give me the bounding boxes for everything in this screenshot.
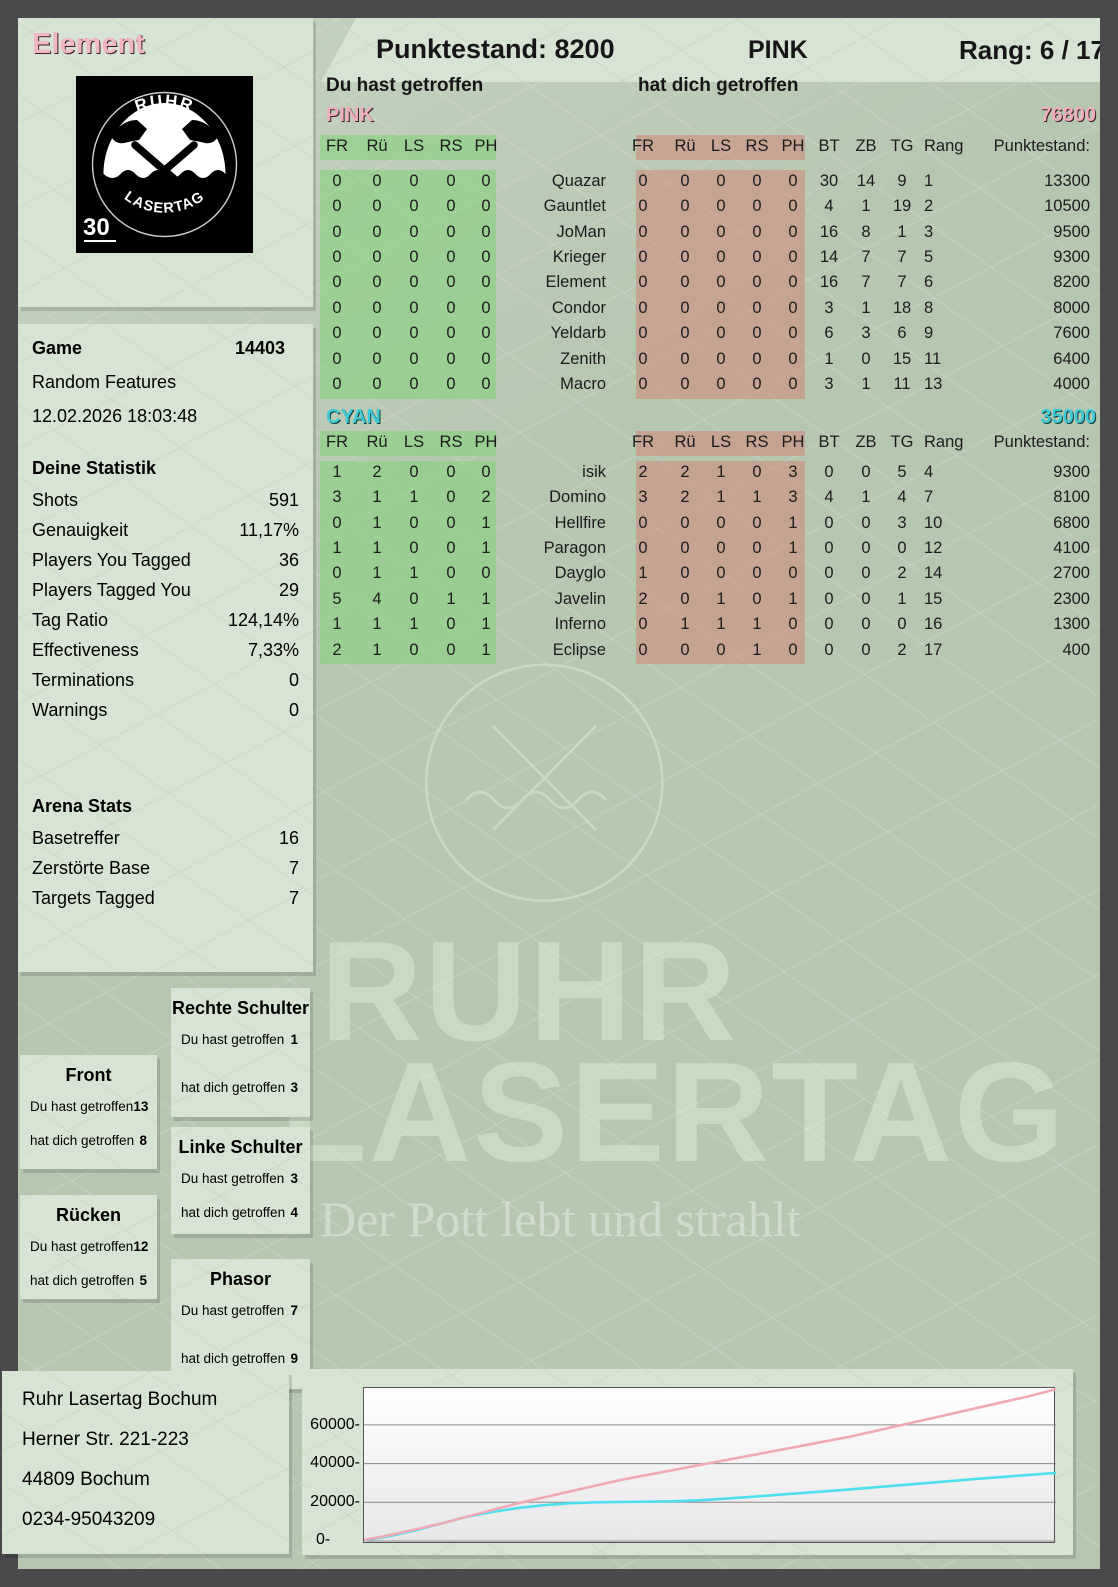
svg-text:Der Pott lebt und strahlt: Der Pott lebt und strahlt [320,1191,801,1247]
svg-text:LASERTAG: LASERTAG [280,1033,1066,1192]
